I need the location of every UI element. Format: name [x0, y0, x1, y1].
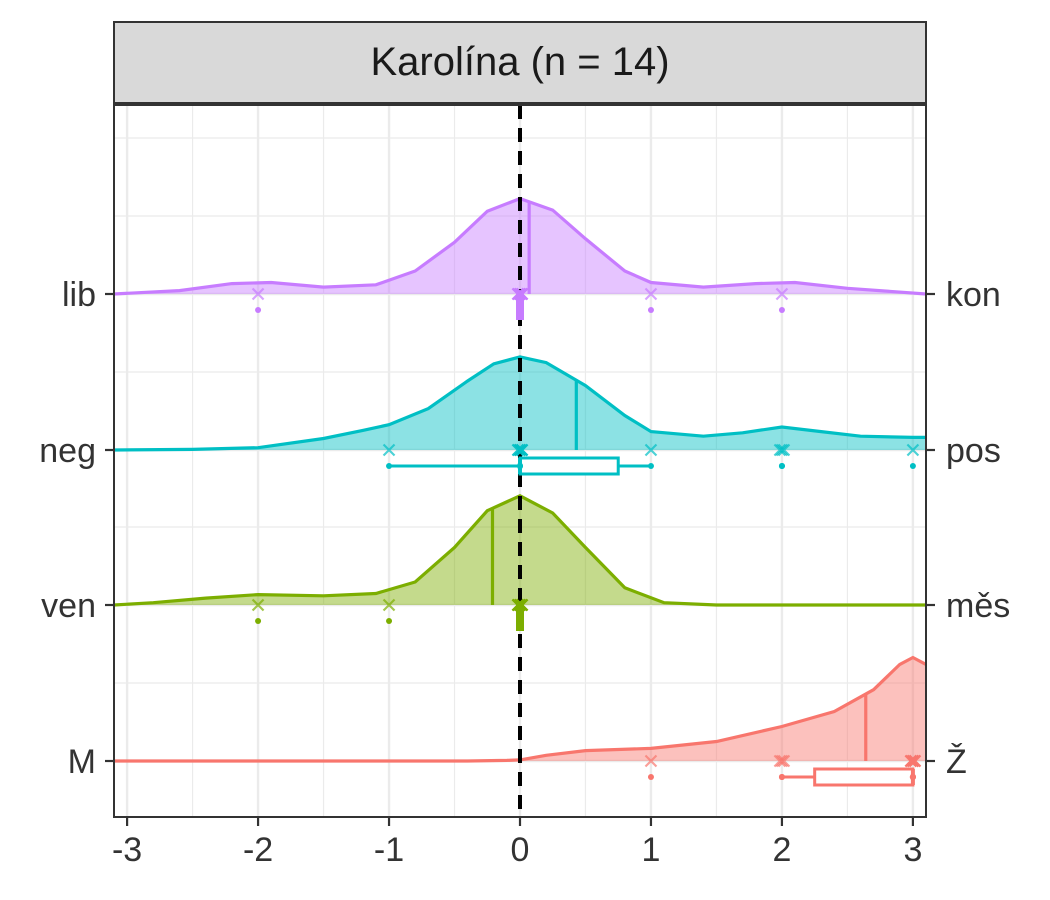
y-tick-label-right: kon: [946, 276, 1001, 314]
data-point-lib: [515, 287, 529, 301]
data-point-lib: [644, 287, 658, 301]
data-point-neg: [906, 443, 920, 457]
data-point-neg: [382, 443, 396, 457]
data-point-ven: [511, 598, 525, 612]
data-point-M: [644, 754, 658, 768]
point-layer: [251, 287, 922, 780]
rug-point-neg: [647, 463, 654, 469]
data-point-lib: [513, 287, 527, 301]
density-line-M: [114, 655, 927, 763]
rug-point-lib: [778, 307, 785, 313]
data-point-lib: [775, 287, 789, 301]
rug-point-M: [778, 774, 785, 780]
data-point-neg: [775, 443, 789, 457]
facet-title: Karolína (n = 14): [370, 40, 669, 84]
facet-strip: [113, 21, 927, 104]
y-tick-label-right: měs: [946, 587, 1010, 625]
rug-point-neg: [778, 463, 785, 469]
box-M: [813, 767, 915, 787]
rug-point-lib: [647, 307, 654, 313]
rug-point-M: [647, 774, 654, 780]
rug-point-neg: [386, 463, 393, 469]
data-point-M: [775, 754, 789, 768]
data-point-neg: [513, 443, 527, 457]
x-tick-label: 2: [772, 831, 791, 869]
x-tick-label: -3: [112, 831, 142, 869]
rug-point-neg: [909, 463, 916, 469]
rug-point-ven: [517, 618, 523, 624]
y-tick-label-left: M: [68, 743, 96, 781]
data-point-neg: [777, 443, 791, 457]
data-point-neg: [644, 443, 658, 457]
data-point-ven: [513, 598, 527, 612]
rug-point-lib: [517, 307, 523, 313]
y-tick-label-left: lib: [62, 276, 96, 314]
box-neg: [518, 456, 620, 476]
x-tick-label: -1: [374, 831, 404, 869]
data-point-neg: [773, 443, 787, 457]
data-point-M: [906, 754, 920, 768]
data-point-M: [773, 754, 787, 768]
data-point-ven: [251, 598, 265, 612]
x-tick-label: 0: [511, 831, 530, 869]
data-point-M: [777, 754, 791, 768]
y-tick-label-left: ven: [41, 587, 96, 625]
data-point-ven: [515, 598, 529, 612]
density-line-neg: [113, 355, 926, 452]
rug-point-lib: [255, 307, 262, 313]
x-tick-label: -2: [243, 831, 273, 869]
density-area-M: [114, 657, 926, 761]
y-tick-label-right: Ž: [946, 743, 967, 781]
rug-point-M: [909, 774, 916, 780]
boxplot-layer: [389, 294, 915, 787]
y-tick-label-right: pos: [946, 432, 1001, 470]
data-point-M: [908, 754, 922, 768]
x-tick-label: 1: [642, 831, 661, 869]
y-tick-label-left: neg: [39, 432, 96, 470]
density-area-neg: [114, 356, 926, 450]
data-point-neg: [515, 443, 529, 457]
data-point-M: [904, 754, 918, 768]
rug-point-ven: [386, 618, 393, 624]
data-point-lib: [511, 287, 525, 301]
density-line-ven: [113, 494, 926, 607]
data-point-ven: [382, 598, 396, 612]
data-point-neg: [511, 443, 525, 457]
rug-point-neg: [517, 463, 523, 469]
x-tick-label: 3: [903, 831, 922, 869]
data-point-lib: [251, 287, 265, 301]
rug-point-ven: [255, 618, 262, 624]
